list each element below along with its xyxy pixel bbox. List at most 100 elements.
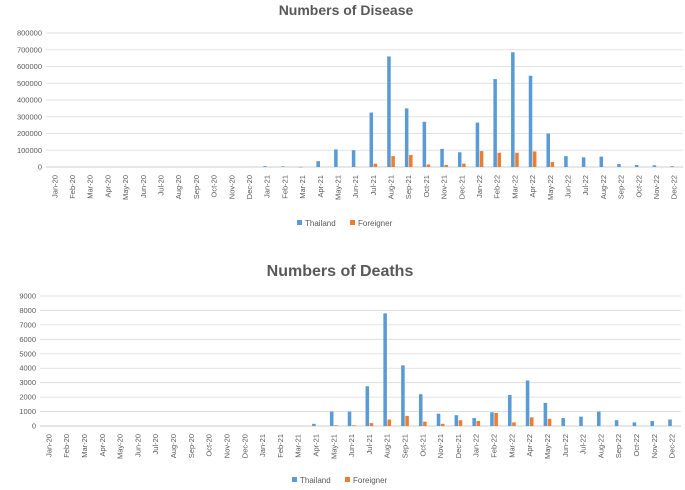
x-tick-label: Jan-20 [50,175,59,198]
bar-thailand-sep-22 [614,420,619,426]
bar-foreigner-feb-22 [494,413,498,426]
disease-chart-title: Numbers of Disease [279,2,414,18]
x-tick-label: Feb-21 [280,175,289,199]
x-tick-label: Oct-20 [205,434,214,457]
bar-foreigner-dec-21 [458,420,463,426]
x-tick-label: Aug-21 [383,434,392,458]
x-tick-label: Jul-21 [365,434,374,454]
x-tick-label: Nov-20 [222,434,231,458]
y-tick-label: 7000 [19,320,36,329]
x-tick-label: Apr-20 [98,434,107,457]
y-tick-label: 600000 [17,62,42,71]
x-tick-label: Feb-22 [490,434,499,458]
bar-thailand-jan-22 [472,418,476,426]
bar-thailand-jun-22 [561,418,565,426]
bar-thailand-apr-22 [525,380,530,426]
x-tick-label: Feb-20 [68,175,77,199]
bar-foreigner-jan-22 [476,420,481,426]
y-tick-label: 1000 [19,407,36,416]
bar-foreigner-sep-21 [409,154,413,167]
x-tick-label: Dec-20 [245,175,254,199]
bar-thailand-jul-21 [369,112,374,167]
x-tick-label: Jun-21 [347,434,356,457]
x-tick-label: Aug-20 [169,434,178,458]
bar-thailand-nov-21 [440,148,444,167]
y-tick-label: 3000 [19,378,36,387]
y-tick-label: 5000 [19,349,36,358]
y-tick-label: 300000 [17,112,42,121]
bar-thailand-aug-21 [387,56,391,168]
x-tick-label: Oct-20 [210,175,219,198]
bar-thailand-oct-22 [634,164,639,167]
x-tick-label: Apr-20 [103,175,112,198]
bar-thailand-dec-22 [670,166,674,167]
y-tick-label: 100000 [17,146,42,155]
y-tick-label: 700000 [17,45,42,54]
x-tick-label: Mar-21 [298,175,307,199]
x-tick-label: Jan-22 [475,175,484,198]
legend-label-foreigner: Foreigner [358,219,393,228]
y-tick-label: 800000 [17,29,42,38]
x-tick-label: Jul-22 [581,175,590,195]
bar-foreigner-feb-22 [497,152,502,167]
bar-foreigner-nov-21 [440,423,445,426]
bar-foreigner-apr-22 [532,151,537,167]
deaths-chart-title: Numbers of Deaths [267,263,414,280]
bar-thailand-dec-22 [668,419,672,426]
legend-swatch-thailand [292,477,297,482]
bar-thailand-mar-22 [511,52,515,168]
x-tick-label: Dec-22 [670,175,679,199]
bar-foreigner-mar-22 [512,422,516,426]
bar-foreigner-mar-22 [515,152,519,167]
x-tick-label: Nov-22 [650,434,659,458]
bar-thailand-sep-22 [617,163,621,167]
bar-foreigner-jun-21 [351,425,356,426]
x-tick-label: Apr-22 [525,434,534,457]
x-tick-label: Aug-21 [387,175,396,199]
bar-thailand-nov-22 [650,420,654,426]
x-tick-label: Feb-22 [493,175,502,199]
y-tick-label: 400000 [17,96,42,105]
legend-label-thailand: Thailand [300,476,331,485]
bar-thailand-oct-21 [422,121,427,167]
x-tick-label: Jan-20 [44,434,53,457]
bar-thailand-apr-21 [316,161,320,167]
bar-foreigner-may-21 [334,425,338,426]
x-tick-label: Dec-22 [668,434,677,458]
bar-thailand-jan-21 [263,166,267,167]
bar-foreigner-jul-21 [373,163,378,167]
x-tick-label: Nov-21 [440,175,449,199]
bar-thailand-may-21 [334,149,338,167]
x-tick-label: Mar-20 [86,175,95,199]
bar-thailand-dec-21 [457,152,462,167]
x-tick-label: May-21 [333,175,342,200]
deaths-legend: Thailand Foreigner [292,476,388,485]
bar-thailand-jun-21 [351,150,356,167]
x-tick-label: Sep-21 [404,175,413,199]
bar-foreigner-sep-21 [405,415,409,426]
bar-foreigner-oct-21 [426,164,431,167]
legend-swatch-foreigner [350,220,355,225]
x-tick-label: Jun-22 [561,434,570,457]
bar-thailand-sep-21 [401,365,405,426]
bar-foreigner-jan-22 [479,151,484,167]
x-tick-label: Oct-22 [634,175,643,198]
bar-thailand-feb-21 [281,166,285,167]
x-tick-label: Dec-20 [240,434,249,458]
x-tick-label: Jul-21 [369,175,378,195]
y-tick-label: 9000 [19,292,36,301]
x-tick-label: Apr-22 [528,175,537,198]
x-tick-label: Nov-22 [652,175,661,199]
bar-thailand-jul-22 [581,157,586,167]
x-tick-label: Jan-22 [472,434,481,457]
x-tick-label: Jun-20 [139,175,148,198]
x-tick-label: Mar-21 [294,434,303,458]
bar-thailand-may-22 [543,402,548,426]
bar-thailand-jul-21 [365,386,370,426]
x-tick-label: May-22 [543,434,552,459]
x-tick-label: Jun-21 [351,175,360,198]
x-tick-label: Aug-22 [599,175,608,199]
bar-foreigner-nov-21 [444,164,448,167]
x-tick-label: Aug-20 [174,175,183,199]
bar-thailand-oct-22 [632,422,637,426]
